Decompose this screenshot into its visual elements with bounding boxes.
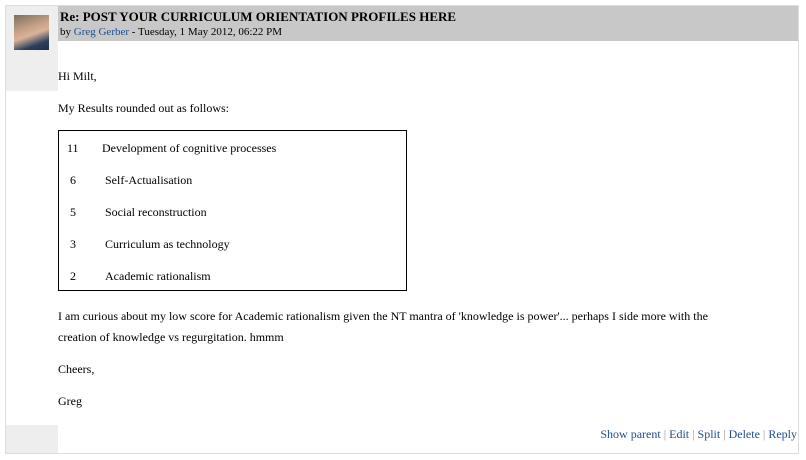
closing: Cheers, bbox=[58, 362, 95, 376]
paragraph-line-2: creation of knowledge vs regurgitation. … bbox=[58, 330, 284, 344]
post-date: - Tuesday, 1 May 2012, 06:22 PM bbox=[129, 26, 283, 38]
label: Self-Actualisation bbox=[105, 173, 193, 187]
by-label: by bbox=[60, 26, 74, 38]
post-author-line: by Greg Gerber - Tuesday, 1 May 2012, 06… bbox=[60, 26, 282, 38]
left-footer-cell bbox=[6, 425, 58, 453]
picture-column bbox=[6, 6, 58, 91]
greeting: Hi Milt, bbox=[58, 69, 97, 83]
separator: | bbox=[723, 427, 726, 441]
separator: | bbox=[762, 427, 766, 441]
avatar[interactable] bbox=[14, 15, 49, 50]
post-header: Re: POST YOUR CURRICULUM ORIENTATION PRO… bbox=[58, 6, 798, 41]
score: 5 bbox=[70, 205, 76, 219]
intro: My Results rounded out as follows: bbox=[58, 101, 229, 115]
edit-link[interactable]: Edit bbox=[669, 427, 690, 441]
label: Development of cognitive processes bbox=[102, 141, 277, 155]
score: 2 bbox=[70, 269, 76, 283]
separator: | bbox=[692, 427, 695, 441]
signature: Greg bbox=[58, 394, 82, 408]
split-link[interactable]: Split bbox=[697, 427, 721, 441]
reply-link[interactable]: Reply bbox=[768, 427, 797, 441]
label: Curriculum as technology bbox=[105, 237, 230, 251]
paragraph-line-1: I am curious about my low score for Acad… bbox=[58, 309, 708, 323]
forum-post: Re: POST YOUR CURRICULUM ORIENTATION PRO… bbox=[5, 5, 799, 454]
label: Social reconstruction bbox=[105, 205, 207, 219]
author-link[interactable]: Greg Gerber bbox=[73, 26, 130, 38]
delete-link[interactable]: Delete bbox=[728, 427, 760, 441]
results-table: 11 Development of cognitive processes 6 Se… bbox=[58, 130, 407, 291]
post-commands: Show parent | Edit | Split | Delete | Re… bbox=[600, 427, 797, 442]
separator: | bbox=[663, 427, 667, 441]
score: 3 bbox=[70, 237, 76, 251]
post-subject: Re: POST YOUR CURRICULUM ORIENTATION PRO… bbox=[60, 9, 457, 24]
score: 6 bbox=[70, 173, 76, 187]
label: Academic rationalism bbox=[105, 269, 211, 283]
score: 11 bbox=[67, 141, 79, 155]
show-parent-link[interactable]: Show parent bbox=[600, 427, 661, 441]
